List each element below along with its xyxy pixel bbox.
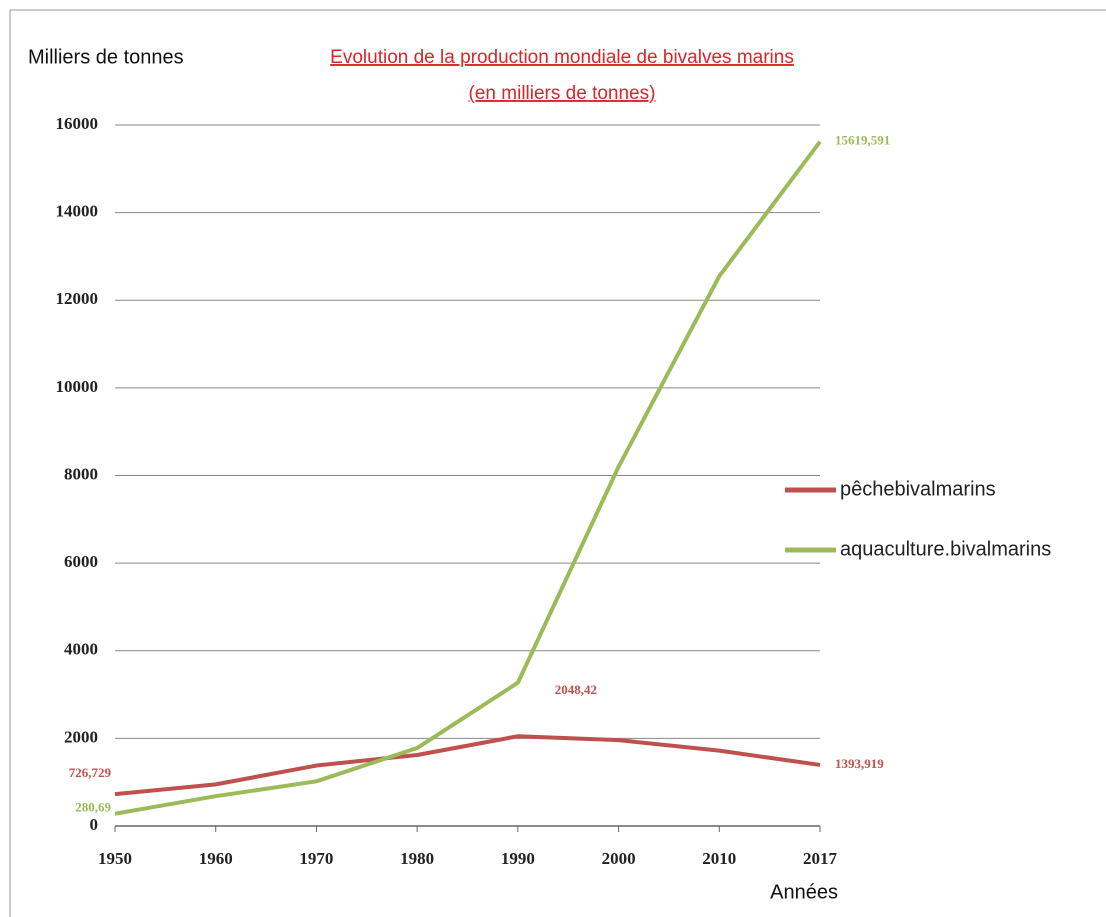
- x-tick-label: 2000: [602, 849, 636, 868]
- legend-label: pêchebivalmarins: [840, 478, 996, 500]
- x-tick-label: 1970: [299, 849, 333, 868]
- y-tick-label: 14000: [56, 202, 99, 221]
- series-line: [114, 140, 822, 816]
- data-label: 280,69: [75, 800, 111, 815]
- y-tick-label: 4000: [64, 640, 98, 659]
- x-axis-label: Années: [770, 881, 838, 903]
- x-tick-label: 2010: [702, 849, 736, 868]
- data-label: 2048,42: [555, 682, 597, 697]
- y-tick-label: 8000: [64, 464, 98, 483]
- x-tick-label: 1960: [199, 849, 233, 868]
- chart-subtitle: (en milliers de tonnes): [469, 83, 656, 104]
- y-tick-label: 12000: [56, 289, 99, 308]
- x-tick-label: 2017: [803, 849, 838, 868]
- y-tick-label: 10000: [56, 377, 99, 396]
- data-label: 1393,919: [835, 756, 884, 771]
- chart-title: Evolution de la production mondiale de b…: [330, 47, 794, 68]
- y-tick-label: 6000: [64, 552, 98, 571]
- x-tick-label: 1990: [501, 849, 535, 868]
- y-tick-label: 2000: [64, 727, 98, 746]
- legend-label: aquaculture.bivalmarins: [840, 538, 1051, 560]
- data-label: 726,729: [69, 765, 112, 780]
- series-line: [114, 734, 821, 797]
- x-tick-label: 1950: [98, 849, 132, 868]
- y-tick-label: 16000: [56, 114, 99, 133]
- chart-border: [9, 9, 1106, 917]
- y-tick-label: 0: [90, 815, 99, 834]
- x-tick-label: 1980: [400, 849, 434, 868]
- y-axis-label: Milliers de tonnes: [28, 46, 184, 68]
- data-label: 15619,591: [835, 133, 890, 148]
